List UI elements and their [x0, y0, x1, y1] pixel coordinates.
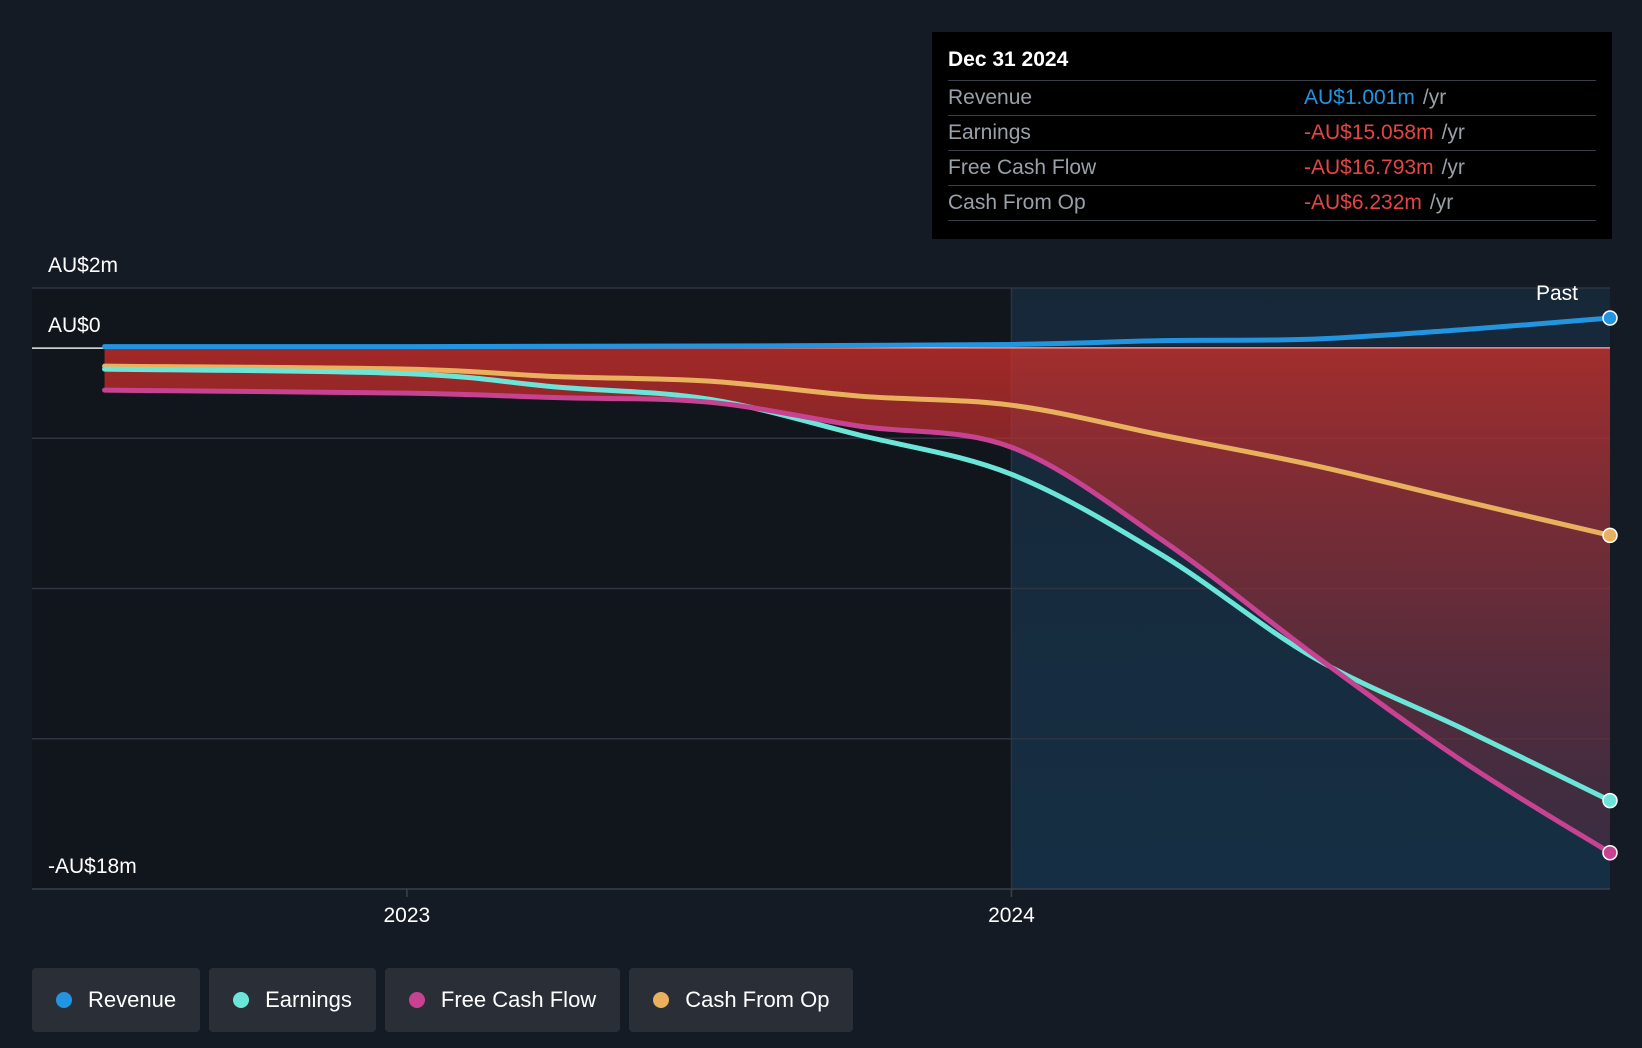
- tooltip-row-revenue: Revenue AU$1.001m/yr: [948, 81, 1596, 116]
- tooltip-row-free-cash-flow: Free Cash Flow -AU$16.793m/yr: [948, 151, 1596, 186]
- legend-item-earnings[interactable]: Earnings: [209, 968, 376, 1032]
- legend-label: Cash From Op: [685, 987, 830, 1012]
- chart: AU$2m AU$0 -AU$18m 2023 2024 Past: [32, 254, 1618, 927]
- x-tick-label: 2024: [988, 904, 1035, 927]
- series-line-revenue: [102, 315, 1613, 350]
- series-line-cash-from-op: [102, 363, 1613, 538]
- legend-label: Earnings: [265, 987, 352, 1012]
- y-tick-label: AU$2m: [48, 254, 118, 277]
- tooltip-label: Cash From Op: [948, 191, 1086, 214]
- tooltip: Dec 31 2024 Revenue AU$1.001m/yr Earnings -…: [932, 32, 1612, 239]
- tooltip-value: AU$1.001m: [1304, 86, 1415, 109]
- series-endpoint-earnings: [1602, 792, 1618, 809]
- legend-dot-icon: [408, 992, 425, 1008]
- tooltip-label: Earnings: [948, 121, 1031, 144]
- x-tick-label: 2023: [383, 904, 430, 927]
- legend-dot-icon: [56, 992, 72, 1008]
- tooltip-unit: /yr: [1429, 191, 1454, 214]
- legend-label: Revenue: [88, 987, 177, 1012]
- legend-dot-icon: [653, 992, 670, 1008]
- tooltip-value: -AU$6.232m: [1304, 191, 1422, 214]
- y-tick-label: -AU$18m: [48, 855, 137, 878]
- loss-area: [104, 348, 1610, 853]
- tooltip-date: Dec 31 2024: [948, 46, 1596, 81]
- tooltip-label: Revenue: [948, 86, 1033, 109]
- series-endpoint-cash-from-op: [1602, 527, 1618, 544]
- tooltip-unit: /yr: [1441, 156, 1465, 179]
- legend-item-cash-from-op[interactable]: Cash From Op: [629, 968, 854, 1032]
- tooltip-unit: /yr: [1422, 86, 1447, 109]
- tooltip-label: Free Cash Flow: [948, 156, 1097, 179]
- tooltip-value: -AU$15.058m: [1304, 121, 1434, 144]
- series-endpoint-revenue: [1602, 310, 1618, 326]
- tooltip-row-earnings: Earnings -AU$15.058m/yr: [948, 116, 1596, 151]
- legend-item-revenue[interactable]: Revenue: [32, 968, 201, 1032]
- series-line-free-cash-flow: [102, 387, 1613, 856]
- legend-item-free-cash-flow[interactable]: Free Cash Flow: [384, 968, 621, 1032]
- tooltip-value: -AU$16.793m: [1304, 156, 1434, 179]
- y-tick-label: AU$0: [48, 314, 101, 337]
- legend-label: Free Cash Flow: [440, 987, 597, 1012]
- past-label: Past: [1536, 282, 1578, 305]
- legend-dot-icon: [233, 992, 250, 1008]
- tooltip-row-cash-from-op: Cash From Op -AU$6.232m/yr: [948, 186, 1596, 221]
- series-endpoint-free-cash-flow: [1602, 844, 1618, 861]
- series-line-earnings: [102, 366, 1613, 804]
- tooltip-unit: /yr: [1441, 121, 1465, 144]
- legend: Revenue Earnings Free Cash Flow Cash From O…: [32, 968, 854, 1032]
